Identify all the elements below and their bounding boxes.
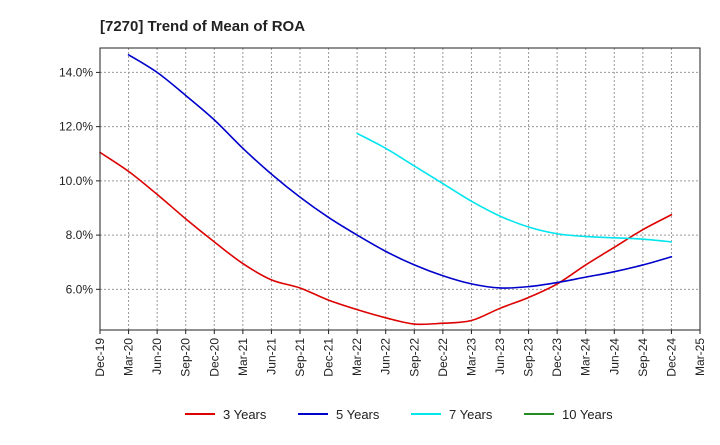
x-tick-label: Sep-20 xyxy=(179,338,193,377)
y-tick-label: 6.0% xyxy=(66,282,94,296)
y-tick-label: 12.0% xyxy=(59,120,93,134)
x-tick-label: Dec-24 xyxy=(664,338,678,377)
x-tick-label: Mar-24 xyxy=(579,338,593,376)
x-tick-label: Mar-25 xyxy=(693,338,707,376)
x-tick-label: Jun-21 xyxy=(264,338,278,375)
x-tick-label: Dec-23 xyxy=(550,338,564,377)
legend: 3 Years 5 Years 7 Years 10 Years xyxy=(185,407,613,422)
chart-title: [7270] Trend of Mean of ROA xyxy=(100,18,305,35)
x-tick-label: Mar-21 xyxy=(236,338,250,376)
x-tick-label: Sep-22 xyxy=(407,338,421,377)
x-tick-label: Sep-23 xyxy=(522,338,536,377)
series-layer xyxy=(99,53,673,326)
series-line-2 xyxy=(127,53,673,289)
series-line-1 xyxy=(99,151,673,326)
series-line-3 xyxy=(356,132,673,243)
x-tick-label: Dec-22 xyxy=(436,338,450,377)
x-tick-label: Dec-21 xyxy=(322,338,336,377)
legend-label-3: 7 Years xyxy=(449,407,493,422)
grid-layer xyxy=(100,48,700,330)
legend-label-1: 3 Years xyxy=(223,407,267,422)
x-tick-label: Jun-23 xyxy=(493,338,507,375)
x-tick-label: Dec-19 xyxy=(93,338,107,377)
x-tick-label: Jun-22 xyxy=(379,338,393,375)
legend-label-4: 10 Years xyxy=(562,407,613,422)
legend-label-2: 5 Years xyxy=(336,407,380,422)
y-tick-label: 8.0% xyxy=(66,228,94,242)
plot-frame xyxy=(99,47,701,331)
y-tick-label: 10.0% xyxy=(59,174,93,188)
x-tick-label: Sep-21 xyxy=(293,338,307,377)
x-tick-label: Jun-20 xyxy=(150,338,164,375)
x-tick-label: Mar-23 xyxy=(464,338,478,376)
x-tick-label: Sep-24 xyxy=(636,338,650,377)
x-tick-label: Dec-20 xyxy=(207,338,221,377)
x-tick-label: Mar-22 xyxy=(350,338,364,376)
axis-layer: Dec-19 Mar-20 Jun-20 Sep-20 Dec-20 Mar-21 Jun-… xyxy=(59,65,707,376)
x-tick-label: Mar-20 xyxy=(122,338,136,376)
y-tick-label: 14.0% xyxy=(59,65,93,79)
x-tick-label: Jun-24 xyxy=(607,338,621,375)
